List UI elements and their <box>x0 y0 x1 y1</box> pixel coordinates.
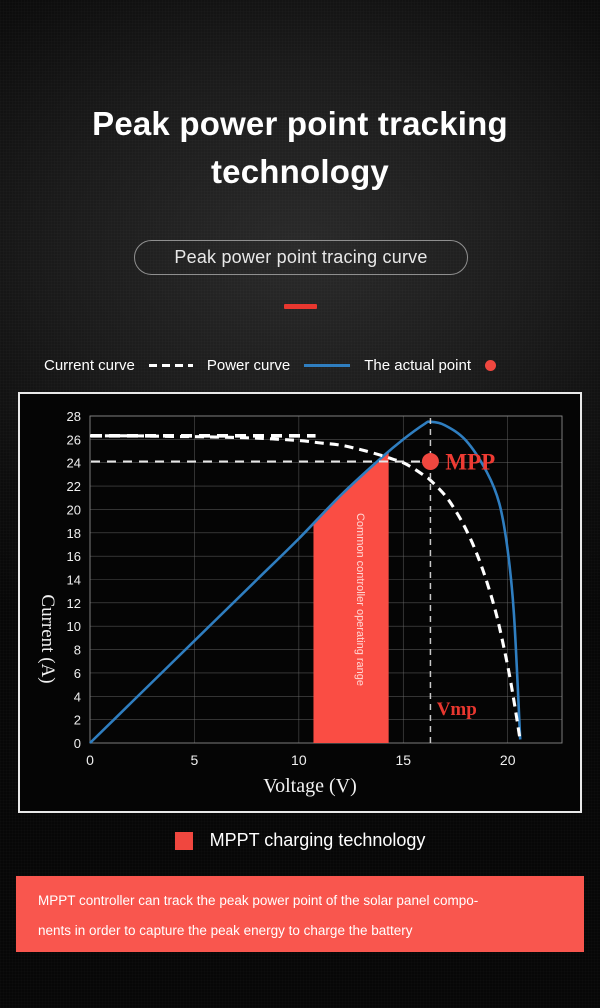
mpp-label: MPP <box>445 450 495 475</box>
svg-text:10: 10 <box>291 752 307 768</box>
operating-range-shading <box>313 451 389 743</box>
footer-legend-label: MPPT charging technology <box>209 830 426 850</box>
description-banner: MPPT controller can track the peak power… <box>16 876 584 952</box>
x-axis-tick-labels: 0 5 10 15 20 <box>86 752 516 768</box>
legend-item-current-curve: Current curve <box>44 356 135 374</box>
svg-text:10: 10 <box>67 619 81 634</box>
svg-text:8: 8 <box>74 643 81 658</box>
operating-range-label: Common controller operating range <box>354 513 366 686</box>
svg-text:12: 12 <box>67 596 81 611</box>
svg-text:4: 4 <box>74 689 81 704</box>
svg-text:20: 20 <box>67 502 81 517</box>
chart-background <box>20 394 580 811</box>
svg-text:6: 6 <box>74 666 81 681</box>
red-divider-bar <box>284 304 317 309</box>
svg-text:14: 14 <box>67 573 81 588</box>
svg-text:5: 5 <box>191 752 199 768</box>
svg-text:26: 26 <box>67 432 81 447</box>
svg-text:2: 2 <box>74 713 81 728</box>
page-title-line-2: technology <box>210 153 389 190</box>
subtitle-pill: Peak power point tracing curve <box>134 240 468 275</box>
x-axis-title: Voltage (V) <box>263 775 357 797</box>
y-axis-title: Current (A) <box>37 594 58 683</box>
description-line-2: nents in order to capture the peak energ… <box>38 923 413 938</box>
footer-legend: MPPT charging technology <box>0 830 600 851</box>
current-curve-line <box>89 434 522 741</box>
description-line-1: MPPT controller can track the peak power… <box>38 893 479 908</box>
page-title-line-1: Peak power point tracking <box>92 105 508 142</box>
svg-text:16: 16 <box>67 549 81 564</box>
svg-text:0: 0 <box>74 736 81 751</box>
red-square-icon <box>174 831 193 850</box>
svg-text:20: 20 <box>500 752 516 768</box>
svg-text:0: 0 <box>86 752 94 768</box>
legend-item-actual-point: The actual point <box>364 356 471 374</box>
svg-text:18: 18 <box>67 526 81 541</box>
vmp-label: Vmp <box>437 699 477 720</box>
power-curve-line <box>89 420 522 744</box>
vertical-gridlines <box>194 416 508 743</box>
svg-text:22: 22 <box>67 479 81 494</box>
svg-text:15: 15 <box>395 752 411 768</box>
chart-frame: 0 2 4 6 8 10 12 14 16 18 20 22 24 26 28 0 5 10 15 20 Curre… <box>18 392 582 813</box>
red-dot-icon <box>485 359 496 371</box>
mpp-point-marker <box>421 453 439 471</box>
dashed-line-icon <box>148 363 193 367</box>
svg-text:28: 28 <box>67 409 81 424</box>
legend-item-power-curve: Power curve <box>206 356 291 374</box>
page-title: Peak power point tracking technology <box>0 100 600 196</box>
solid-line-icon <box>304 363 351 367</box>
chart-legend: Current curve Power curve The actual poi… <box>44 352 556 378</box>
svg-text:24: 24 <box>67 456 81 471</box>
